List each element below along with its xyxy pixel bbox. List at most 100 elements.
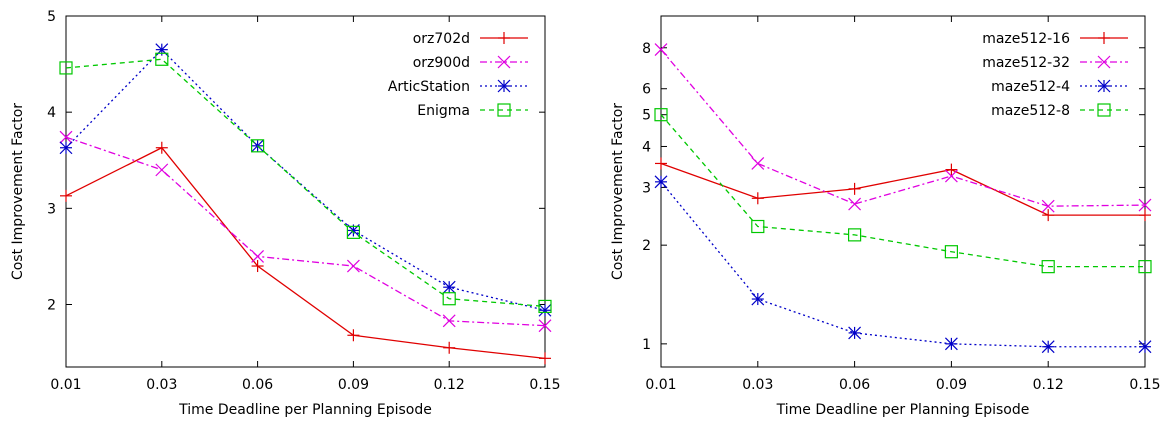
- data-point-maze512-16: [751, 192, 764, 205]
- data-point-orz702d: [60, 189, 72, 202]
- legend-marker-Enigma: [497, 103, 511, 117]
- y-tick-label: 5: [642, 108, 651, 124]
- data-point-maze512-32: [1041, 199, 1055, 213]
- data-point-maze512-4: [1138, 340, 1152, 354]
- data-point-orz702d: [155, 141, 168, 154]
- x-axis-label: Time Deadline per Planning Episode: [178, 402, 432, 418]
- data-point-maze512-4: [944, 337, 958, 351]
- series-line-Enigma: [65, 58, 546, 308]
- data-point-Enigma: [251, 139, 265, 153]
- data-point-maze512-16: [848, 182, 861, 195]
- x-tick-label: 0.12: [434, 377, 465, 393]
- series-line-maze512-32: [660, 49, 1146, 207]
- data-point-orz702d: [443, 341, 456, 354]
- y-tick-label: 2: [47, 297, 56, 313]
- data-point-maze512-32: [751, 157, 765, 170]
- data-point-orz900d: [251, 249, 265, 263]
- x-tick-label: 0.01: [50, 377, 81, 393]
- series-line-orz702d: [65, 146, 546, 359]
- legend-label: orz702d: [413, 31, 470, 47]
- legend-label: maze512-4: [991, 79, 1070, 95]
- legend-marker-maze512-16: [1098, 32, 1110, 44]
- data-point-orz702d: [539, 352, 551, 365]
- plot-frame: [65, 15, 546, 368]
- data-point-orz702d: [251, 260, 264, 273]
- legend-marker-orz900d: [497, 55, 511, 69]
- y-axis-label: Cost Improvement Factor: [10, 103, 26, 280]
- data-point-maze512-4: [751, 292, 765, 306]
- legend-marker-maze512-8: [1097, 103, 1111, 117]
- data-point-ArticStation: [538, 303, 552, 317]
- y-tick-label: 2: [642, 238, 651, 254]
- series-line-ArticStation: [65, 48, 546, 311]
- data-point-Enigma: [155, 52, 169, 66]
- y-tick-label: 5: [47, 9, 56, 25]
- data-point-Enigma: [442, 292, 456, 306]
- x-tick-label: 0.03: [742, 377, 773, 393]
- y-tick-label: 3: [47, 201, 56, 217]
- y-tick-label: 4: [642, 139, 651, 155]
- x-tick-label: 0.06: [242, 377, 273, 393]
- data-point-ArticStation: [442, 280, 456, 294]
- legend-marker-maze512-32: [1097, 55, 1111, 69]
- legend-label: maze512-32: [982, 55, 1070, 71]
- data-point-ArticStation: [59, 141, 73, 155]
- y-tick-label: 1: [642, 337, 651, 353]
- x-tick-label: 0.09: [936, 377, 967, 393]
- legend-label: Enigma: [417, 103, 470, 119]
- data-point-maze512-32: [1138, 198, 1152, 212]
- x-tick-label: 0.15: [1129, 377, 1160, 393]
- y-tick-label: 6: [642, 82, 651, 98]
- legend-label: orz900d: [413, 55, 470, 71]
- data-point-orz702d: [347, 329, 360, 342]
- data-point-maze512-16: [1042, 209, 1055, 222]
- data-point-maze512-32: [848, 197, 862, 211]
- data-point-maze512-8: [654, 108, 668, 122]
- series-line-orz900d: [65, 136, 546, 327]
- legend-label: maze512-8: [991, 103, 1070, 119]
- data-point-maze512-8: [1138, 260, 1152, 274]
- data-point-orz900d: [59, 130, 73, 144]
- x-tick-label: 0.06: [839, 377, 870, 393]
- x-tick-label: 0.03: [146, 377, 177, 393]
- data-point-maze512-8: [847, 228, 862, 242]
- data-point-maze512-16: [655, 157, 667, 170]
- series-line-maze512-16: [660, 162, 1145, 216]
- data-point-orz900d: [346, 259, 360, 273]
- data-point-maze512-16: [945, 163, 958, 176]
- y-axis-label: Cost Improvement Factor: [610, 103, 626, 280]
- data-point-maze512-16: [1139, 209, 1151, 222]
- plot-frame: [660, 15, 1146, 368]
- legend-marker-orz702d: [498, 32, 510, 44]
- data-point-maze512-4: [1041, 340, 1055, 354]
- data-point-orz900d: [442, 314, 456, 328]
- x-tick-label: 0.15: [529, 377, 560, 393]
- data-point-maze512-32: [944, 169, 958, 183]
- data-point-orz900d: [538, 319, 552, 333]
- data-point-maze512-4: [654, 175, 668, 189]
- data-point-maze512-4: [848, 326, 862, 340]
- x-tick-label: 0.09: [338, 377, 369, 393]
- data-point-Enigma: [59, 61, 73, 75]
- legend-marker-maze512-4: [1097, 79, 1111, 93]
- legend-label: maze512-16: [982, 31, 1070, 47]
- x-axis-label: Time Deadline per Planning Episode: [776, 402, 1030, 418]
- x-tick-label: 0.12: [1033, 377, 1064, 393]
- y-tick-label: 4: [47, 105, 56, 121]
- data-point-Enigma: [538, 299, 552, 314]
- chart-left: 0.01 0.03 0.06 0.09 0.12 0.15 2 3 4 5 Cost Improve…: [10, 9, 561, 418]
- legend-marker-ArticStation: [497, 79, 511, 93]
- legend-label: ArticStation: [388, 79, 470, 95]
- y-tick-label: 8: [642, 41, 651, 57]
- data-point-maze512-8: [751, 219, 765, 234]
- y-tick-label: 3: [642, 180, 651, 196]
- data-point-Enigma: [346, 225, 360, 239]
- series-line-maze512-4: [660, 181, 1145, 348]
- data-point-maze512-8: [944, 245, 959, 259]
- data-point-orz900d: [155, 163, 169, 177]
- x-tick-label: 0.01: [645, 377, 676, 393]
- data-point-maze512-8: [1041, 260, 1055, 274]
- chart-right: 0.01 0.03 0.06 0.09 0.12 0.15 1 2 3 4 5 6 8 Cost Impr…: [610, 15, 1161, 418]
- data-point-maze512-32: [654, 43, 668, 56]
